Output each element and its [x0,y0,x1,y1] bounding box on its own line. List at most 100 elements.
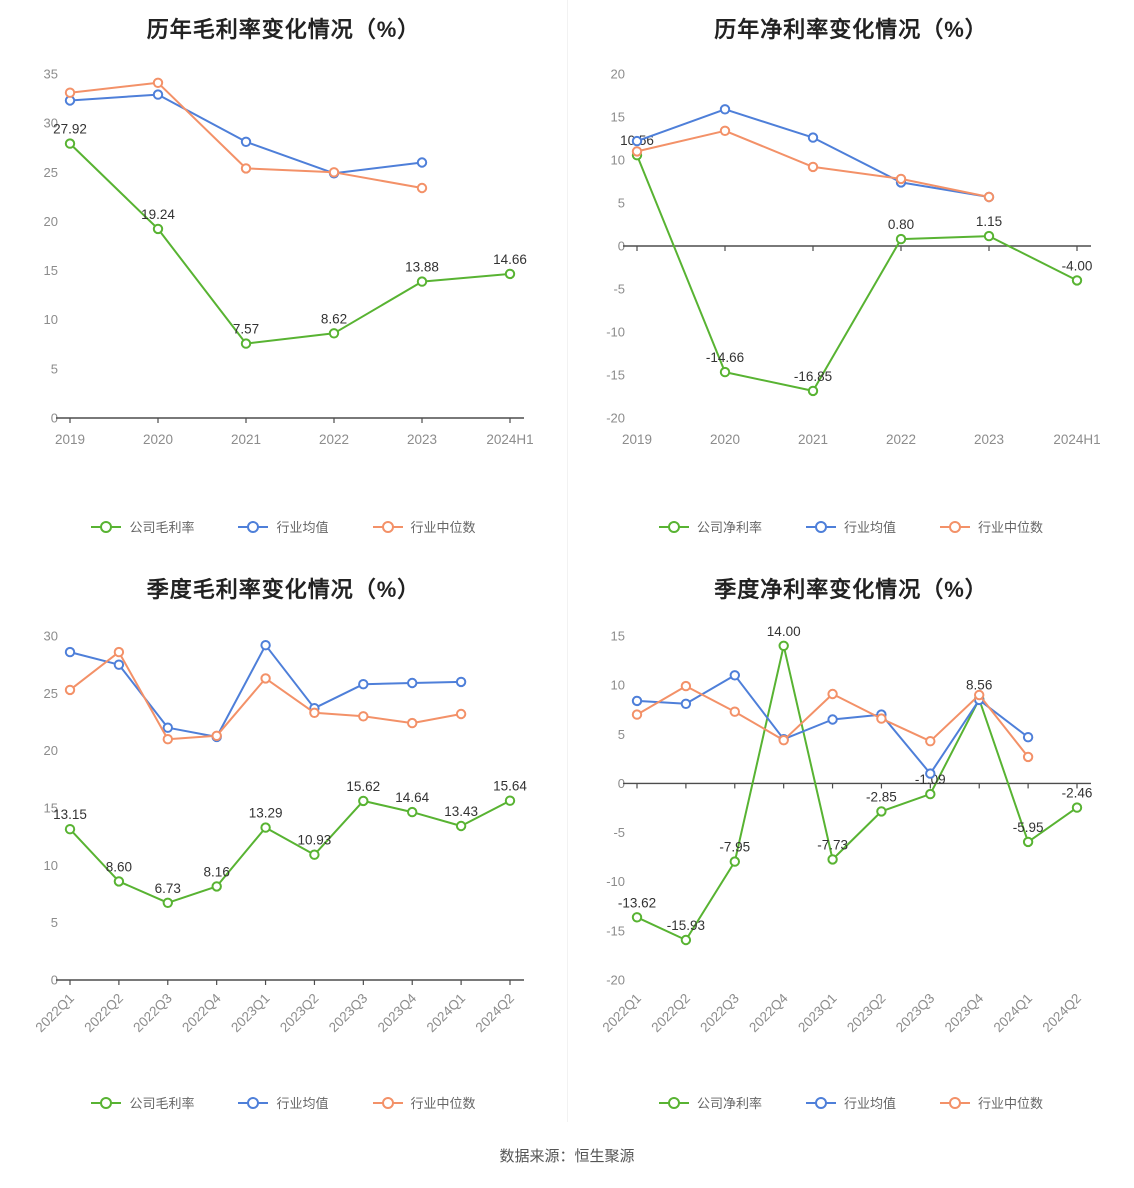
data-point [827,688,838,700]
legend-item-industry-mean: 行业均值 [238,1093,329,1112]
data-point [895,233,907,245]
series-company: -13.62 -15.93 -7.95 14.00 -7.73 -2.85 -1.09 8.5… [618,624,1093,946]
charts-grid: 历年毛利率变化情况（%） 0 5 10 15 20 25 30 35 2019 2020 2021 2… [0,0,1134,1122]
data-point [504,268,515,280]
series-line [68,142,510,345]
y-axis-tick-labels: -20 -15 -10 -5 0 5 10 15 [606,629,625,988]
data-point [807,385,819,397]
legend-annual-gross-margin: 公司毛利率 行业均值 行业中位数 [91,517,476,536]
data-point [1022,836,1034,848]
legend-label: 行业均值 [276,520,329,535]
data-label: -4.00 [1062,258,1093,273]
legend-marker-icon [372,520,403,533]
y-axis-tick: 20 [611,67,625,82]
legend-quarterly-gross-margin: 公司毛利率 行业均值 行业中位数 [91,1093,476,1112]
legend-marker-icon [372,1096,403,1109]
data-label: -16.85 [794,369,832,384]
data-label: 15.62 [346,779,380,794]
data-point [240,163,251,174]
series-company: 13.15 8.60 6.73 8.16 13.29 10.93 15.62 14.64 13.… [53,779,527,908]
x-axis-label: 2024Q2 [1040,991,1085,1036]
legend-item-industry-mean: 行业均值 [805,517,896,536]
y-axis-tick: -10 [606,325,625,340]
x-axis-label: 2023Q1 [228,991,273,1036]
legend-label: 公司净利率 [696,520,762,535]
data-point [240,136,251,148]
data-point [729,706,741,717]
y-axis-tick: 15 [43,801,57,816]
data-point [1071,275,1083,286]
legend-quarterly-net-margin: 公司净利率 行业均值 行业中位数 [658,1093,1043,1112]
x-axis-ticks [68,980,511,985]
data-label: -2.46 [1062,786,1093,801]
x-axis-label: 2023 [406,432,436,447]
data-point [406,717,417,729]
data-point [455,676,466,688]
chart-quarterly-gross-margin: 0 5 10 15 20 25 30 2022Q1 2022Q2 2022Q3 2022Q4 2023… [14,610,554,1093]
data-point [64,646,75,658]
y-axis-tick: 10 [43,858,57,873]
data-point [240,338,251,349]
y-axis-tick: 0 [618,776,625,791]
x-axis-label: 2022Q1 [600,991,645,1036]
legend-marker-icon [805,1096,836,1109]
y-axis-tick: 5 [618,727,625,742]
data-point [778,735,789,746]
x-axis-label: 2022Q2 [81,991,126,1036]
data-point [1071,802,1083,813]
data-label: 13.88 [405,260,439,275]
legend-item-industry-median: 行业中位数 [940,517,1043,536]
y-axis-tick: 15 [611,110,625,125]
y-axis-tick: -5 [613,825,625,840]
data-point [162,734,173,745]
data-point [1022,732,1034,743]
data-point [631,695,643,707]
data-point [631,709,643,720]
data-point [455,708,466,720]
series-line [69,93,422,175]
data-point [152,89,163,100]
data-point [719,125,731,137]
data-point [680,680,692,692]
data-point [827,854,838,865]
data-point [113,659,124,670]
x-axis-label: 2024H1 [486,432,533,447]
data-label: 8.56 [966,677,992,692]
x-axis-label: 2024H1 [1053,432,1100,447]
data-point [631,135,643,147]
data-label: 6.73 [154,881,180,896]
data-label: -13.62 [618,895,656,910]
chart-panel-quarterly-net-margin: 季度净利率变化情况（%） -20 -15 -10 -5 0 5 10 15 2022Q1 2022… [567,560,1134,1122]
data-label: -1.09 [915,772,946,787]
data-label: 13.15 [53,807,87,822]
data-label: 10.93 [297,833,331,848]
data-point [259,673,271,684]
x-axis-label: 2023Q2 [844,991,889,1036]
series-line [636,644,1078,941]
y-axis-tick: 15 [611,629,625,644]
x-axis-label: 2024Q1 [423,991,468,1036]
data-point [925,736,936,747]
data-label: 14.00 [767,624,801,639]
data-point [406,677,417,689]
y-axis-tick: 25 [43,165,57,180]
data-label: 15.64 [493,779,527,794]
legend-label: 行业中位数 [978,520,1044,535]
x-axis-labels: 2019 2020 2021 2022 2023 2024H1 [622,432,1101,447]
data-label: -5.95 [1013,820,1044,835]
data-label: 27.92 [53,122,87,137]
data-point [113,876,124,887]
chart-panel-annual-gross-margin: 历年毛利率变化情况（%） 0 5 10 15 20 25 30 35 2019 2020 2021 2… [0,0,567,560]
legend-label: 公司净利率 [696,1096,762,1111]
data-label: 19.24 [141,207,175,222]
series-line [68,799,510,904]
data-point [974,689,985,701]
legend-marker-icon [940,520,970,533]
series-line [636,154,1078,392]
y-axis-tick: 5 [50,361,57,376]
data-point [807,132,819,143]
y-axis-tick-labels: 0 5 10 15 20 25 30 [43,629,57,988]
legend-marker-icon [91,1096,122,1109]
series-line [69,644,461,738]
